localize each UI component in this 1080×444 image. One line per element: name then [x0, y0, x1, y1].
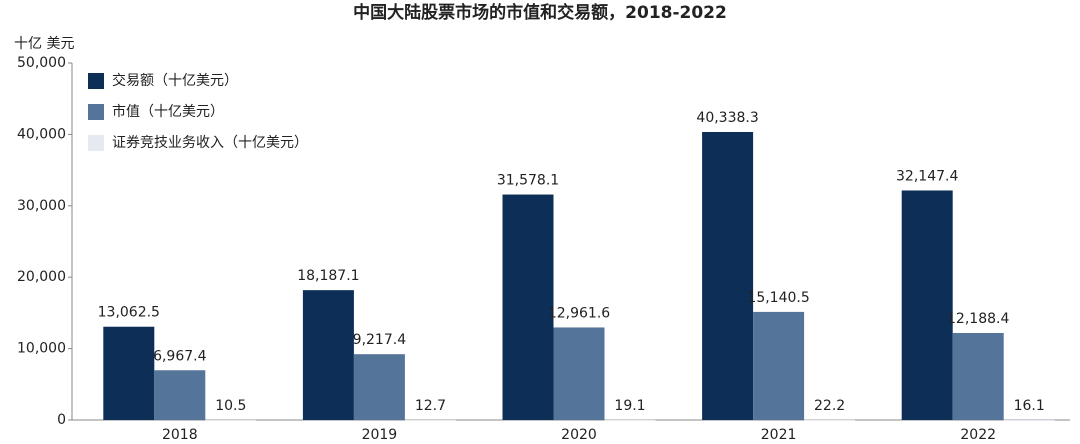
bar	[753, 311, 805, 420]
value-label: 12.7	[415, 398, 446, 414]
value-label: 22.2	[814, 398, 845, 414]
bar	[502, 194, 554, 420]
y-tick-label: 30,000	[17, 198, 66, 214]
bar	[553, 327, 605, 420]
y-tick-label: 50,000	[17, 55, 66, 71]
bar	[702, 131, 754, 420]
value-label: 12,188.4	[947, 311, 1009, 327]
value-label: 31,578.1	[497, 173, 559, 189]
x-tick-label: 2018	[162, 427, 198, 443]
value-label: 13,062.5	[98, 305, 160, 321]
y-tick-label: 20,000	[17, 269, 66, 285]
value-label: 18,187.1	[297, 268, 359, 284]
y-axis-label: 十亿 美元	[14, 36, 74, 52]
x-tick-label: 2022	[960, 427, 996, 443]
bar	[353, 354, 405, 420]
bar	[1003, 419, 1055, 421]
legend-label: 证券竞技业务收入（十亿美元）	[112, 134, 308, 151]
x-tick-label: 2020	[561, 427, 597, 443]
legend-label: 市值（十亿美元）	[112, 103, 224, 120]
bar	[154, 370, 206, 420]
value-label: 10.5	[215, 398, 246, 414]
chart-title: 中国大陆股票市场的市值和交易额，2018-2022	[353, 2, 727, 23]
bar	[804, 419, 856, 421]
legend-swatch	[88, 135, 104, 151]
y-tick-label: 0	[57, 412, 66, 428]
value-label: 15,140.5	[747, 290, 809, 306]
bar	[901, 190, 953, 420]
bar	[952, 332, 1004, 420]
x-tick-label: 2021	[761, 427, 797, 443]
bar	[302, 290, 354, 420]
value-label: 32,147.4	[896, 168, 958, 184]
value-label: 40,338.3	[696, 110, 758, 126]
value-label: 19.1	[614, 398, 645, 414]
bar	[103, 326, 155, 420]
legend-swatch	[88, 73, 104, 89]
x-tick-label: 2019	[362, 427, 398, 443]
value-label: 16.1	[1014, 398, 1045, 414]
bar	[604, 419, 656, 421]
value-label: 6,967.4	[153, 348, 207, 364]
value-label: 9,217.4	[353, 332, 407, 348]
legend-swatch	[88, 104, 104, 120]
y-tick-label: 10,000	[17, 341, 66, 357]
value-label: 12,961.6	[548, 305, 610, 321]
bar	[404, 419, 456, 421]
y-tick-label: 40,000	[17, 126, 66, 142]
legend-label: 交易额（十亿美元）	[112, 72, 238, 89]
bar	[205, 419, 257, 421]
